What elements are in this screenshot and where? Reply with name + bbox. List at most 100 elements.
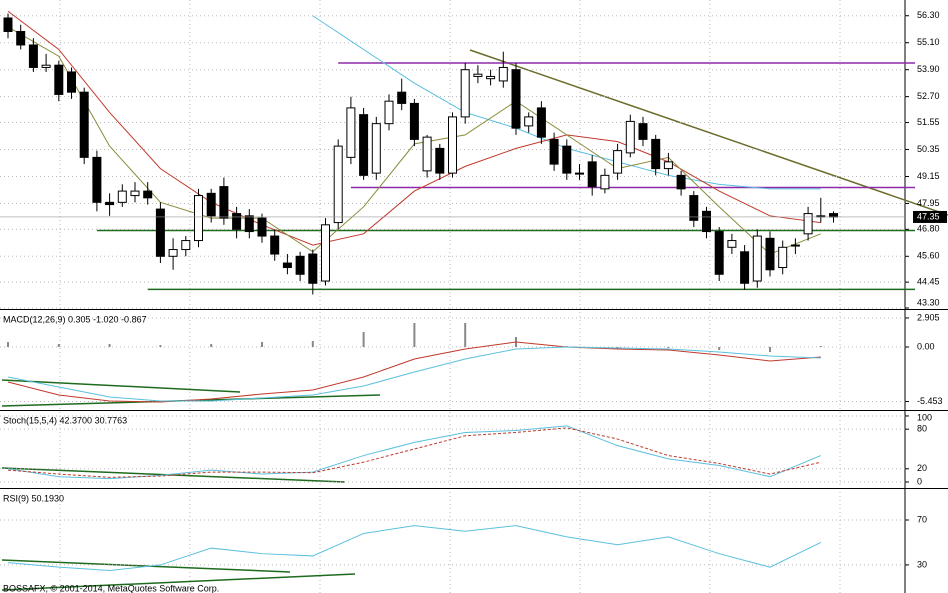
candle-body xyxy=(54,64,64,95)
y-tick-label: 56.30 xyxy=(917,10,940,20)
trend-line xyxy=(1,379,241,393)
candle-body xyxy=(117,190,127,203)
candle-body xyxy=(702,210,711,233)
candle-body xyxy=(282,262,292,269)
indicator-line xyxy=(7,346,821,402)
y-tick-label: 47.95 xyxy=(917,198,940,208)
candle-body xyxy=(168,249,178,257)
candle-body xyxy=(651,138,661,170)
candle-body xyxy=(752,235,762,282)
candle-body xyxy=(765,237,775,271)
candle-body xyxy=(422,136,432,172)
candle-body xyxy=(270,235,280,255)
footer: BOSSAFX, © 2001-2014, MetaQuotes Softwar… xyxy=(3,583,219,593)
candle-body xyxy=(295,255,305,275)
candle-body xyxy=(333,145,343,224)
candle-body xyxy=(181,240,191,251)
candle-body xyxy=(244,215,254,233)
candle-body xyxy=(727,240,737,248)
pane-title: Stoch(15,5,4) 42.3700 30.7763 xyxy=(3,415,127,425)
candle-body xyxy=(575,172,584,175)
candle-body xyxy=(384,100,394,125)
candle-body xyxy=(524,116,534,127)
candle-body xyxy=(778,246,788,269)
candle-body xyxy=(346,107,356,158)
candle-body xyxy=(130,190,140,197)
candle-body xyxy=(714,231,724,275)
candle-body xyxy=(92,156,102,203)
candle-body xyxy=(562,145,572,174)
candle-body xyxy=(219,186,229,219)
y-tick-label: 0 xyxy=(917,476,922,486)
candle-body xyxy=(613,150,623,174)
candle-body xyxy=(232,213,242,230)
y-tick-label: 30 xyxy=(917,559,927,569)
candle-body xyxy=(663,161,673,170)
candle-body xyxy=(3,17,13,32)
candle-body xyxy=(257,217,267,237)
candle-body xyxy=(803,213,813,235)
candle-body xyxy=(689,195,699,221)
candle-body xyxy=(498,66,508,82)
candle-body xyxy=(536,107,546,138)
y-tick-label: 53.90 xyxy=(917,64,940,74)
candle-body xyxy=(41,64,51,68)
candle-body xyxy=(638,123,648,140)
trend-line xyxy=(1,559,291,573)
y-tick-label: 45.60 xyxy=(917,251,940,261)
y-tick-label: 0.00 xyxy=(917,341,935,351)
candle-body xyxy=(600,174,610,190)
y-tick-label: 49.15 xyxy=(917,171,940,181)
indicator-line xyxy=(7,525,822,572)
candle-body xyxy=(740,251,750,284)
pane-title: MACD(12,26,9) 0.305 -1.020 -0.867 xyxy=(3,314,147,324)
candle-body xyxy=(194,195,203,242)
candle-body xyxy=(155,208,165,257)
candle-body xyxy=(79,91,89,158)
indicator-line xyxy=(7,10,821,246)
vertical-grid xyxy=(59,0,841,593)
pane-title: RSI(9) 50.1930 xyxy=(3,493,64,503)
candle-body xyxy=(308,253,318,284)
candles xyxy=(3,13,838,295)
candle-body xyxy=(625,120,635,154)
trend-line xyxy=(1,573,356,591)
candle-body xyxy=(28,44,38,68)
candle-body xyxy=(67,71,76,93)
y-tick-label: -5.453 xyxy=(917,396,943,406)
candle-body xyxy=(371,123,381,174)
y-tick-label: 51.55 xyxy=(917,117,940,127)
candle-body xyxy=(486,75,496,80)
candle-body xyxy=(473,73,483,77)
y-tick-label: 44.45 xyxy=(917,277,940,287)
candle-body xyxy=(829,213,838,218)
candle-body xyxy=(359,114,369,176)
y-tick-label: 43.30 xyxy=(917,297,940,307)
y-tick-label: 20 xyxy=(917,463,927,473)
candle-body xyxy=(511,69,521,129)
indicator-line xyxy=(7,341,821,403)
y-tick-label: 55.10 xyxy=(917,37,940,47)
candle-body xyxy=(676,174,686,190)
candle-body xyxy=(587,161,597,188)
y-tick-label: 50.35 xyxy=(917,144,940,154)
y-tick-label: 46.80 xyxy=(917,224,940,234)
y-tick-label: 100 xyxy=(917,412,932,422)
candle-body xyxy=(435,147,445,174)
candle-body xyxy=(549,138,559,165)
y-tick-label: 70 xyxy=(917,514,927,524)
price-badge xyxy=(913,210,947,223)
y-tick-label: 52.70 xyxy=(917,91,940,101)
candle-body xyxy=(105,201,115,206)
y-tick-label: 2.905 xyxy=(917,312,940,322)
indicator-line xyxy=(7,427,821,478)
candle-body xyxy=(143,190,153,199)
candle-body xyxy=(448,116,457,174)
candle-body xyxy=(206,192,216,217)
candle-body xyxy=(409,102,419,140)
candle-body xyxy=(321,224,330,282)
price-label: 47.35 xyxy=(917,211,940,221)
